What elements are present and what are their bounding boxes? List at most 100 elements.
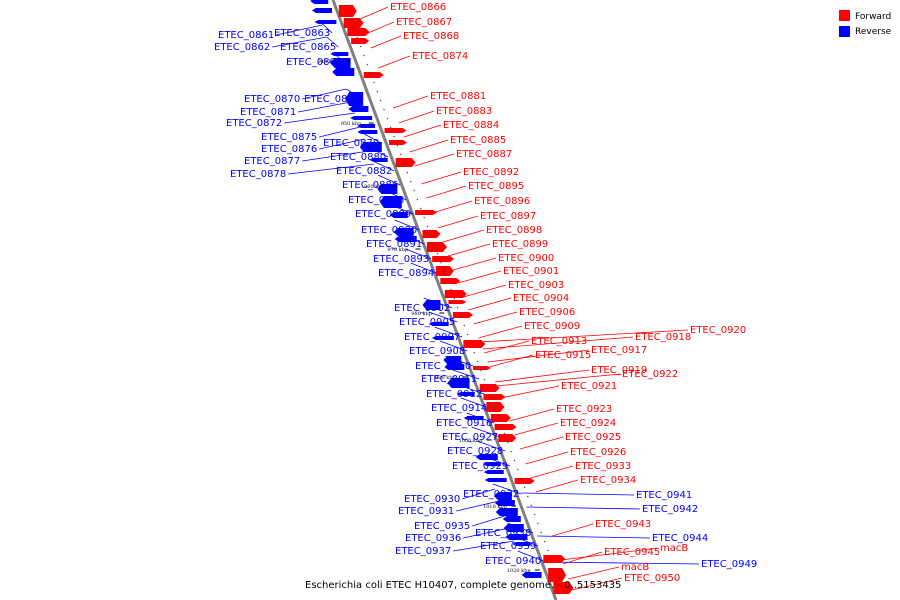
- reverse-gene-feature: [428, 322, 449, 326]
- reverse-gene-label: ETEC_0876: [261, 144, 317, 155]
- reverse-connector: [284, 112, 356, 124]
- forward-gene-label: ETEC_0904: [513, 293, 569, 304]
- feature-marker: [379, 99, 382, 102]
- feature-marker: [386, 117, 389, 120]
- forward-gene-label: ETEC_0909: [524, 321, 580, 332]
- reverse-gene-label: ETEC_0916: [436, 418, 492, 429]
- feature-marker: [443, 270, 446, 273]
- reverse-gene-label: ETEC_0939: [480, 541, 536, 552]
- reverse-connector: [546, 561, 700, 565]
- forward-gene-label: ETEC_0923: [556, 404, 612, 415]
- reverse-gene-feature: [357, 124, 376, 128]
- reverse-gene-feature: [482, 462, 501, 466]
- reverse-gene-feature: [389, 212, 408, 218]
- scale-tick-label: 940 kbp: [318, 59, 339, 65]
- forward-connector: [478, 325, 523, 339]
- forward-gene-feature: [440, 278, 461, 284]
- forward-gene-feature: [389, 140, 408, 145]
- forward-gene-feature: [486, 402, 505, 412]
- reverse-gene-feature: [311, 8, 332, 13]
- forward-gene-feature: [553, 582, 574, 594]
- feature-marker: [466, 333, 469, 336]
- forward-gene-feature: [363, 72, 384, 78]
- legend-forward-swatch: [839, 10, 850, 21]
- forward-connector: [489, 354, 534, 368]
- forward-gene-label: ETEC_0874: [412, 51, 468, 62]
- legend-reverse-label: Reverse: [855, 27, 892, 37]
- forward-gene-feature: [351, 38, 370, 44]
- feature-marker: [520, 477, 523, 480]
- reverse-gene-label: ETEC_0882: [336, 166, 392, 177]
- feature-marker: [523, 486, 526, 489]
- forward-gene-label: ETEC_0887: [456, 149, 512, 160]
- feature-marker: [346, 9, 349, 12]
- feature-marker: [473, 351, 476, 354]
- forward-connector: [403, 124, 442, 138]
- reverse-gene-label: ETEC_0886: [342, 180, 398, 191]
- forward-gene-label: ETEC_0883: [436, 106, 492, 117]
- genome-caption: Escherichia coli ETEC H10407, complete g…: [305, 580, 621, 591]
- reverse-connector: [362, 132, 382, 144]
- reverse-gene-label: ETEC_0935: [414, 521, 470, 532]
- feature-marker: [533, 513, 536, 516]
- forward-connector: [535, 479, 579, 493]
- forward-gene-feature: [452, 312, 473, 318]
- reverse-gene-feature: [521, 572, 542, 578]
- reverse-gene-label: ETEC_0873: [304, 94, 360, 105]
- feature-marker: [426, 225, 429, 228]
- forward-gene-label: ETEC_0868: [403, 31, 459, 42]
- reverse-connector: [456, 500, 500, 512]
- reverse-gene-label: ETEC_0902: [394, 303, 450, 314]
- reverse-gene-label: ETEC_0871: [240, 107, 296, 118]
- reverse-gene-feature: [512, 542, 531, 546]
- feature-marker: [537, 522, 539, 525]
- reverse-gene-feature: [332, 68, 355, 76]
- reverse-gene-feature: [463, 416, 484, 420]
- reverse-gene-label: ETEC_0938: [475, 528, 531, 539]
- feature-marker: [393, 135, 395, 138]
- reverse-gene-feature: [350, 116, 373, 120]
- reverse-connector: [319, 138, 365, 150]
- reverse-gene-label: ETEC_0914: [431, 403, 487, 414]
- scale-tick-label: 960 kbp: [364, 184, 385, 190]
- forward-gene-label: ETEC_0867: [396, 17, 452, 28]
- scale-tick-label: 1010 kbp: [483, 504, 507, 510]
- forward-gene-feature: [490, 414, 511, 422]
- forward-gene-label: ETEC_0922: [622, 369, 678, 380]
- forward-connector: [572, 577, 623, 591]
- forward-gene-label: ETEC_0885: [450, 135, 506, 146]
- reverse-connector: [428, 311, 458, 323]
- reverse-gene-label: ETEC_0928: [447, 446, 503, 457]
- reverse-gene-feature: [502, 516, 521, 522]
- reverse-gene-feature: [431, 336, 454, 340]
- feature-marker: [557, 576, 559, 579]
- reverse-gene-feature: [359, 142, 382, 152]
- reverse-gene-label: ETEC_0893: [373, 254, 429, 265]
- forward-gene-feature: [415, 210, 438, 215]
- forward-gene-label: ETEC_0917: [591, 345, 647, 356]
- reverse-connector: [521, 492, 635, 496]
- reverse-gene-feature: [314, 20, 337, 24]
- reverse-gene-feature: [443, 356, 462, 364]
- reverse-connector: [526, 506, 641, 510]
- reverse-connector: [472, 515, 505, 527]
- feature-marker: [486, 387, 489, 390]
- reverse-gene-label: ETEC_0942: [642, 504, 698, 515]
- forward-gene-feature: [432, 256, 455, 262]
- reverse-gene-label: ETEC_0880: [330, 152, 386, 163]
- reverse-gene-feature: [505, 534, 528, 540]
- forward-connector: [487, 349, 590, 363]
- reverse-connector: [492, 483, 522, 495]
- forward-connector: [552, 523, 594, 537]
- forward-gene-label: ETEC_0934: [580, 475, 636, 486]
- reverse-gene-feature: [345, 92, 364, 106]
- reverse-gene-label: ETEC_0949: [701, 559, 757, 570]
- forward-connector: [458, 270, 502, 284]
- feature-marker: [359, 45, 362, 48]
- forward-gene-label: ETEC_0950: [624, 573, 680, 584]
- forward-connector: [398, 110, 435, 124]
- feature-marker: [560, 585, 563, 588]
- forward-connector: [378, 55, 411, 69]
- feature-marker: [483, 378, 486, 381]
